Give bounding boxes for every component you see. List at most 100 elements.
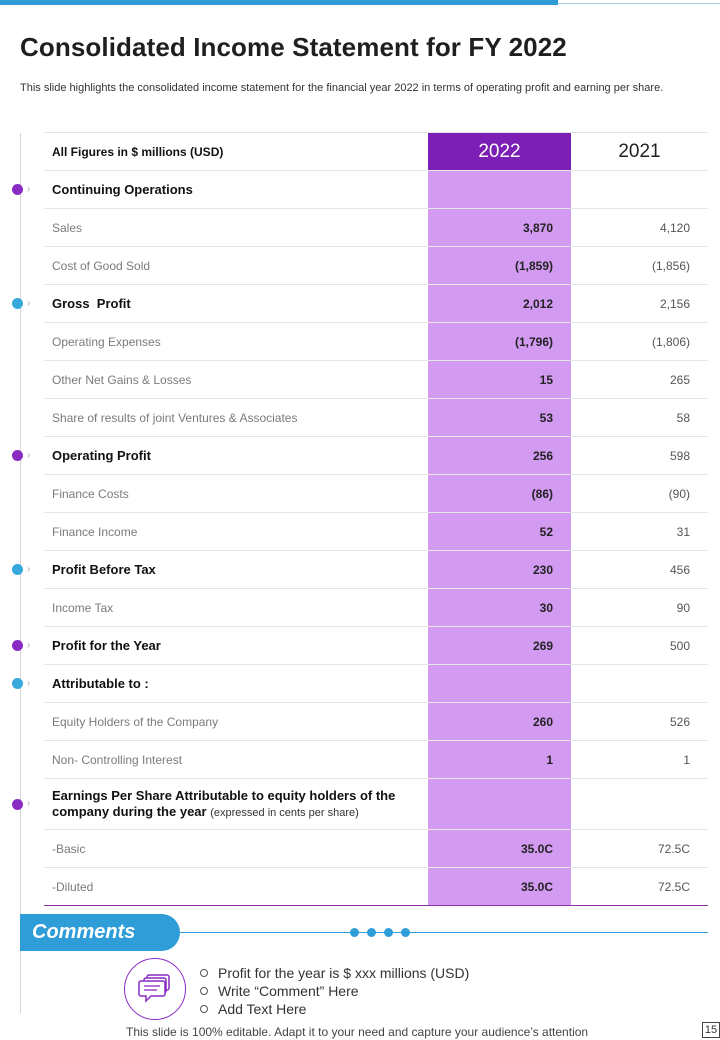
header-year-2022: 2022 bbox=[428, 133, 571, 170]
decor-dot bbox=[350, 928, 359, 937]
row-label: Profit Before Tax bbox=[52, 562, 156, 577]
table-row: Equity Holders of the Company 260 526 bbox=[44, 703, 708, 741]
header-label: All Figures in $ millions (USD) bbox=[52, 144, 224, 159]
list-item: Add Text Here bbox=[200, 1000, 469, 1018]
comment-text: Add Text Here bbox=[218, 1001, 307, 1017]
value-2022: 15 bbox=[428, 361, 571, 398]
value-2022: 35.0C bbox=[428, 868, 571, 905]
row-label: Equity Holders of the Company bbox=[52, 714, 219, 729]
table-row: › Profit for the Year 269 500 bbox=[12, 627, 708, 665]
value-2021: 72.5C bbox=[657, 841, 690, 856]
chevron-right-icon: › bbox=[27, 798, 31, 809]
table-row: › Profit Before Tax 230 456 bbox=[12, 551, 708, 589]
page-number: 15 bbox=[702, 1022, 720, 1038]
row-label: Finance Costs bbox=[52, 486, 129, 501]
purple-dot-icon bbox=[12, 184, 23, 195]
decor-dot bbox=[367, 928, 376, 937]
chevron-right-icon: › bbox=[27, 183, 31, 195]
footer-note: This slide is 100% editable. Adapt it to… bbox=[126, 1025, 589, 1039]
chevron-right-icon: › bbox=[27, 563, 31, 575]
chevron-right-icon: › bbox=[27, 297, 31, 309]
table-row: Cost of Good Sold (1,859) (1,856) bbox=[44, 247, 708, 285]
purple-dot-icon bbox=[12, 450, 23, 461]
row-marker: › bbox=[12, 640, 30, 652]
row-label: Sales bbox=[52, 220, 83, 235]
row-marker: › bbox=[12, 298, 30, 310]
table-row: Finance Costs (86) (90) bbox=[44, 475, 708, 513]
decor-dot bbox=[384, 928, 393, 937]
row-label: Non- Controlling Interest bbox=[52, 752, 183, 767]
bullet-icon bbox=[200, 969, 208, 977]
table-row: › Operating Profit 256 598 bbox=[12, 437, 708, 475]
row-label: Cost of Good Sold bbox=[52, 258, 151, 273]
value-2022: 52 bbox=[428, 513, 571, 550]
chat-bubbles-icon bbox=[124, 958, 186, 1020]
page-subtitle: This slide highlights the consolidated i… bbox=[20, 82, 664, 94]
top-accent-bar bbox=[0, 0, 558, 5]
table-row: Operating Expenses (1,796) (1,806) bbox=[44, 323, 708, 361]
value-2021 bbox=[571, 171, 708, 208]
table-row: -Diluted 35.0C 72.5C bbox=[44, 868, 708, 906]
value-2022: 256 bbox=[428, 437, 571, 474]
chevron-right-icon: › bbox=[27, 677, 31, 689]
value-2021: (1,856) bbox=[651, 258, 690, 273]
blue-dot-icon bbox=[12, 678, 23, 689]
value-2022: 3,870 bbox=[428, 209, 571, 246]
value-2022: (1,859) bbox=[428, 247, 571, 284]
table-row: Non- Controlling Interest 1 1 bbox=[44, 741, 708, 779]
row-label: Operating Expenses bbox=[52, 334, 161, 349]
list-item: Write “Comment” Here bbox=[200, 982, 469, 1000]
row-label: -Diluted bbox=[52, 879, 94, 894]
row-label: Earnings Per Share Attributable to equit… bbox=[52, 779, 422, 829]
decor-dot bbox=[401, 928, 410, 937]
value-2021: 72.5C bbox=[657, 879, 690, 894]
income-statement-table: All Figures in $ millions (USD) 2022 202… bbox=[12, 132, 708, 906]
value-2021: 90 bbox=[676, 600, 690, 615]
top-accent-line bbox=[558, 3, 720, 4]
list-item: Profit for the year is $ xxx millions (U… bbox=[200, 964, 469, 982]
table-row: Income Tax 30 90 bbox=[44, 589, 708, 627]
row-label: Gross Profit bbox=[52, 296, 131, 311]
value-2021: 2,156 bbox=[659, 296, 690, 311]
table-row: Other Net Gains & Losses 15 265 bbox=[44, 361, 708, 399]
row-marker: › bbox=[12, 564, 30, 576]
value-2021: 456 bbox=[669, 562, 690, 577]
eps-label: Earnings Per Share Attributable to equit… bbox=[52, 787, 396, 819]
table-header-row: All Figures in $ millions (USD) 2022 202… bbox=[44, 133, 708, 171]
purple-dot-icon bbox=[12, 798, 23, 810]
row-label: Profit for the Year bbox=[52, 638, 161, 653]
value-2022: (1,796) bbox=[428, 323, 571, 360]
value-2022: 35.0C bbox=[428, 830, 571, 867]
value-2021: 31 bbox=[676, 524, 690, 539]
value-2021: 1 bbox=[683, 752, 690, 767]
row-label: Operating Profit bbox=[52, 448, 151, 463]
table-row: Finance Income 52 31 bbox=[44, 513, 708, 551]
value-2021: 58 bbox=[676, 410, 690, 425]
value-2021 bbox=[571, 665, 708, 702]
header-year-2021: 2021 bbox=[618, 140, 661, 162]
table-row: › Gross Profit 2,012 2,156 bbox=[12, 285, 708, 323]
eps-note: (expressed in cents per share) bbox=[210, 806, 359, 819]
value-2022: 2,012 bbox=[428, 285, 571, 322]
chevron-right-icon: › bbox=[27, 449, 31, 461]
row-label: -Basic bbox=[52, 841, 86, 856]
blue-dot-icon bbox=[12, 298, 23, 309]
value-2022: (86) bbox=[428, 475, 571, 512]
table-row: -Basic 35.0C 72.5C bbox=[44, 830, 708, 868]
value-2021: 4,120 bbox=[659, 220, 690, 235]
row-label: Continuing Operations bbox=[52, 182, 193, 197]
row-label: Finance Income bbox=[52, 524, 138, 539]
row-marker: › bbox=[12, 450, 30, 462]
page-title: Consolidated Income Statement for FY 202… bbox=[20, 32, 567, 62]
value-2021 bbox=[571, 779, 708, 829]
value-2022 bbox=[428, 665, 571, 702]
blue-dot-icon bbox=[12, 564, 23, 575]
row-marker: › bbox=[12, 184, 30, 196]
value-2021: 265 bbox=[669, 372, 690, 387]
comments-heading: Comments bbox=[20, 914, 180, 951]
comments-divider-line bbox=[180, 932, 708, 933]
row-label: Attributable to : bbox=[52, 676, 149, 691]
purple-dot-icon bbox=[12, 640, 23, 651]
table-row: Share of results of joint Ventures & Ass… bbox=[44, 399, 708, 437]
row-label: Income Tax bbox=[52, 600, 114, 615]
